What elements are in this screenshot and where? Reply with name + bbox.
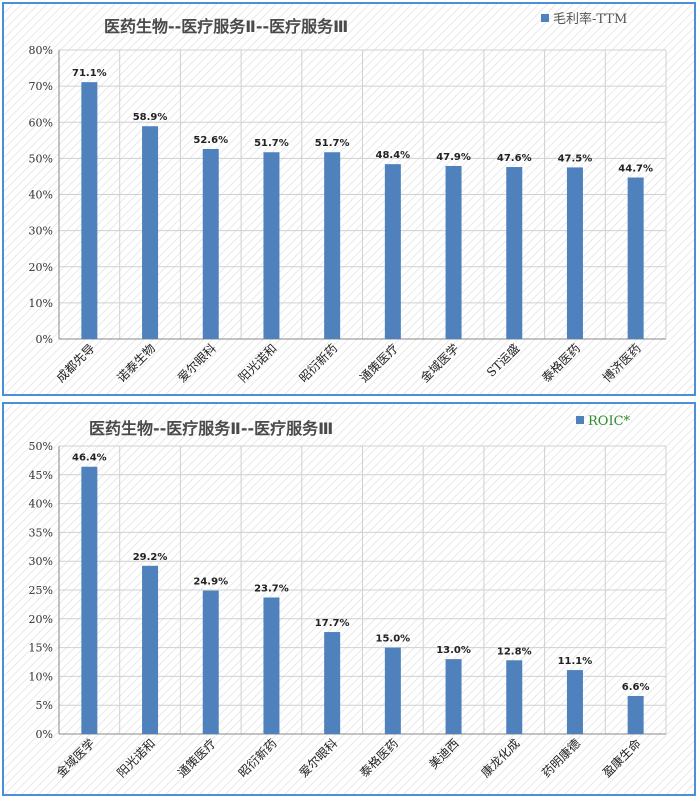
data-label: 52.6%: [193, 135, 228, 146]
y-tick-label: 45%: [29, 469, 53, 482]
data-label: 51.7%: [315, 138, 350, 149]
bar: [81, 466, 98, 734]
data-label: 71.1%: [72, 68, 107, 79]
bar: [202, 590, 219, 734]
y-tick-label: 30%: [29, 225, 53, 238]
data-label: 23.7%: [254, 583, 289, 594]
y-tick-label: 15%: [29, 642, 53, 655]
legend-swatch: [576, 416, 584, 424]
bar: [263, 597, 280, 734]
y-tick-label: 70%: [29, 80, 53, 93]
bar: [324, 152, 341, 339]
bar: [81, 82, 98, 340]
bar: [566, 670, 583, 734]
data-label: 47.6%: [497, 153, 532, 164]
bar: [384, 647, 401, 734]
bar: [263, 152, 280, 339]
chart-background: [4, 4, 694, 394]
y-tick-label: 50%: [29, 440, 53, 453]
data-label: 48.4%: [375, 150, 410, 161]
data-label: 58.9%: [133, 112, 168, 123]
y-tick-label: 20%: [29, 613, 53, 626]
bar: [445, 659, 462, 734]
data-label: 29.2%: [133, 552, 168, 563]
chart-svg: 医药生物--医疗服务Ⅱ--医疗服务Ⅲ ROIC* 0% 5% 10% 15% 20% 25…: [4, 404, 694, 794]
legend-label: 毛利率-TTM: [553, 11, 627, 27]
bar: [627, 695, 644, 734]
y-tick-label: 10%: [29, 670, 53, 683]
bar: [627, 177, 644, 339]
y-tick-label: 30%: [29, 555, 53, 568]
chart-panel-gross-margin: 医药生物--医疗服务Ⅱ--医疗服务Ⅲ 毛利率-TTM 0% 10% 20% 30% 40…: [2, 2, 696, 396]
data-label: 46.4%: [72, 453, 107, 464]
data-label: 47.9%: [436, 152, 471, 163]
bar: [142, 565, 159, 734]
y-tick-label: 80%: [29, 44, 53, 57]
y-tick-label: 20%: [29, 261, 53, 274]
data-label: 51.7%: [254, 138, 289, 149]
chart-svg: 医药生物--医疗服务Ⅱ--医疗服务Ⅲ 毛利率-TTM 0% 10% 20% 30% 40…: [4, 4, 694, 394]
y-tick-label: 10%: [29, 297, 53, 310]
y-tick-label: 5%: [36, 699, 53, 712]
data-label: 24.9%: [193, 577, 228, 588]
bar: [202, 148, 219, 339]
bar: [506, 167, 523, 339]
data-label: 15.0%: [375, 634, 410, 645]
bar: [384, 164, 401, 339]
chart-title: 医药生物--医疗服务Ⅱ--医疗服务Ⅲ: [104, 17, 348, 36]
data-label: 44.7%: [618, 164, 653, 175]
data-label: 17.7%: [315, 618, 350, 629]
chart-title: 医药生物--医疗服务Ⅱ--医疗服务Ⅲ: [89, 419, 333, 438]
bar: [506, 660, 523, 734]
legend-swatch: [541, 14, 549, 22]
chart-background: [4, 404, 694, 794]
y-tick-label: 25%: [29, 584, 53, 597]
y-tick-label: 50%: [29, 152, 53, 165]
chart-panel-roic: 医药生物--医疗服务Ⅱ--医疗服务Ⅲ ROIC* 0% 5% 10% 15% 20% 25…: [2, 402, 696, 796]
data-label: 6.6%: [622, 682, 650, 693]
y-tick-label: 0%: [36, 728, 53, 741]
y-tick-label: 40%: [29, 498, 53, 511]
data-label: 13.0%: [436, 645, 471, 656]
data-label: 47.5%: [558, 153, 593, 164]
data-label: 11.1%: [558, 656, 593, 667]
y-tick-label: 0%: [36, 333, 53, 346]
bar: [324, 632, 341, 734]
y-tick-label: 35%: [29, 526, 53, 539]
bar: [445, 165, 462, 339]
y-tick-label: 40%: [29, 189, 53, 202]
data-label: 12.8%: [497, 646, 532, 657]
bar: [142, 126, 159, 339]
y-tick-label: 60%: [29, 116, 53, 129]
legend-label: ROIC*: [588, 414, 631, 429]
bar: [566, 167, 583, 339]
